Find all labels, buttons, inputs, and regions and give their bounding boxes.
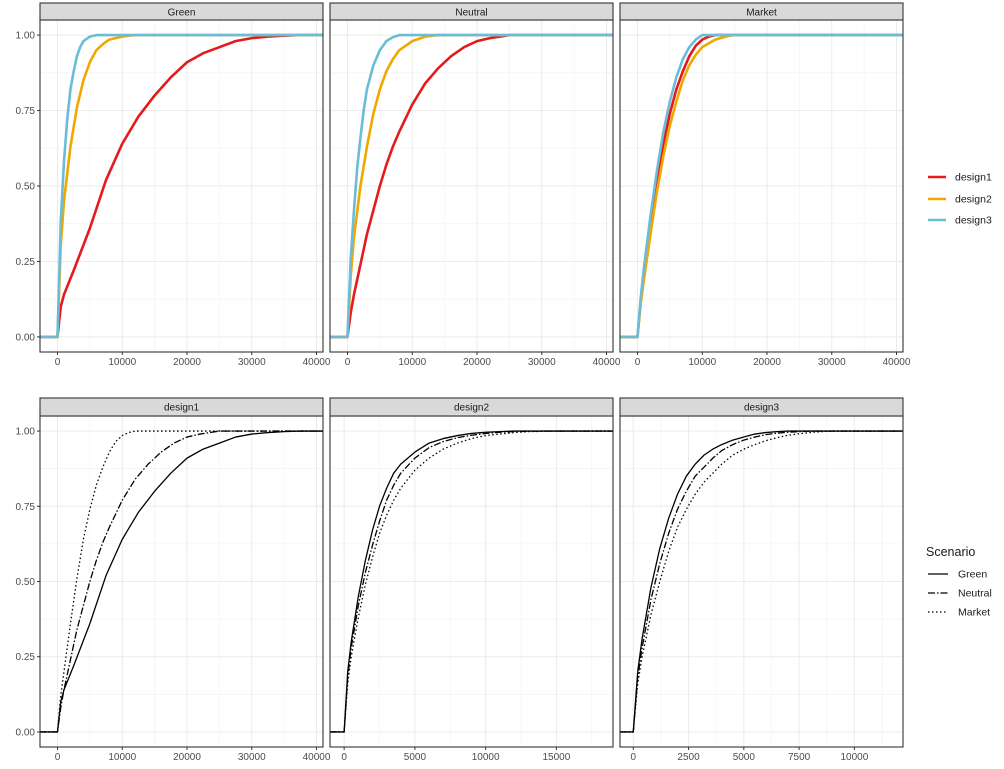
y-tick-label: 0.50	[16, 577, 36, 588]
x-tick-label: 20000	[753, 357, 781, 368]
series-line-neutral	[620, 430, 903, 733]
series-group	[330, 33, 613, 339]
facet-strip	[329, 2, 614, 21]
design-color-legend: design1 design2 design3	[928, 172, 992, 227]
facet-strip	[619, 2, 904, 21]
y-tick-label: 0.25	[16, 257, 36, 268]
scenario-linetype-legend: Scenario Green Neutral Market	[926, 545, 992, 619]
y-tick-label: 0.75	[16, 106, 36, 117]
x-tick-label: 20000	[463, 357, 491, 368]
x-tick-label: 20000	[173, 752, 201, 763]
y-tick-label: 1.00	[16, 31, 36, 42]
series-line-design3	[620, 33, 903, 339]
series-line-design3	[40, 33, 323, 339]
legend-item-design3: design3	[928, 215, 992, 227]
legend-label: Green	[958, 569, 987, 581]
x-tick-label: 20000	[173, 357, 201, 368]
x-tick-label: 30000	[238, 357, 266, 368]
top-facet-row: Green 0 10000 20000 30000 40000 0.00 0.25 0.50 0.…	[16, 2, 911, 368]
legend-label: design2	[955, 194, 992, 206]
facet-strip	[329, 397, 614, 417]
series-line-market	[620, 430, 903, 733]
legend-item-market: Market	[928, 607, 990, 619]
series-line-design3	[330, 33, 613, 339]
y-tick-label: 0.00	[16, 727, 36, 738]
legend-item-design2: design2	[928, 194, 992, 206]
facet-strip	[619, 397, 904, 417]
facet-panel-design2: design2 0 5000 10000 15000	[329, 397, 614, 763]
series-line-green	[40, 430, 323, 733]
x-tick-label: 0	[55, 357, 61, 368]
x-tick-label: 30000	[238, 752, 266, 763]
x-tick-label: 40000	[303, 752, 331, 763]
x-tick-label: 10000	[840, 752, 868, 763]
x-tick-label: 0	[630, 752, 636, 763]
series-group	[620, 430, 903, 733]
facet-strip-label: Market	[746, 8, 777, 19]
series-group	[620, 33, 903, 339]
x-tick-label: 30000	[818, 357, 846, 368]
facet-panel-green: Green 0 10000 20000 30000 40000 0.00 0.25 0.50 0.…	[16, 2, 331, 368]
legend-label: design3	[955, 215, 992, 227]
y-tick-label: 1.00	[16, 427, 36, 438]
y-tick-label: 0.00	[16, 332, 36, 343]
facet-strip-label: design2	[454, 403, 489, 414]
series-line-neutral	[330, 430, 613, 733]
x-tick-label: 5000	[733, 752, 756, 763]
x-tick-label: 0	[55, 752, 61, 763]
x-tick-label: 10000	[688, 357, 716, 368]
x-tick-label: 30000	[528, 357, 556, 368]
legend-label: Neutral	[958, 588, 992, 600]
facet-strip	[39, 2, 324, 21]
series-line-green	[620, 430, 903, 733]
facet-panel-market: Market 0 10000 20000 30000 40000	[619, 2, 911, 368]
x-tick-label: 10000	[108, 357, 136, 368]
x-tick-label: 7500	[788, 752, 811, 763]
x-tick-label: 5000	[404, 752, 427, 763]
facet-strip-label: Green	[168, 8, 196, 19]
legend-item-neutral: Neutral	[928, 588, 992, 600]
x-tick-label: 0	[345, 357, 351, 368]
series-line-green	[330, 430, 613, 733]
facet-strip-label: design1	[164, 403, 199, 414]
y-tick-label: 0.50	[16, 182, 36, 193]
series-group	[40, 430, 323, 733]
x-tick-label: 15000	[542, 752, 570, 763]
y-tick-label: 0.75	[16, 502, 36, 513]
legend-item-design1: design1	[928, 172, 992, 184]
legend-label: design1	[955, 172, 992, 184]
series-line-design1	[330, 33, 613, 339]
facet-panel-neutral: Neutral 0 10000 20000 30000 40000	[329, 2, 621, 368]
x-tick-label: 2500	[677, 752, 700, 763]
facet-panel-design3: design3 0 2500 5000 7500 10000	[619, 397, 904, 763]
series-group	[330, 430, 613, 733]
facet-strip-label: design3	[744, 403, 779, 414]
legend-item-green: Green	[928, 569, 987, 581]
series-line-neutral	[40, 430, 323, 733]
x-tick-label: 10000	[108, 752, 136, 763]
series-group	[40, 33, 323, 339]
x-tick-label: 10000	[398, 357, 426, 368]
legend-title: Scenario	[926, 545, 975, 559]
x-tick-label: 10000	[472, 752, 500, 763]
bottom-facet-row: design1 0 10000 20000 30000 40000 0.00 0.25 0.50…	[16, 397, 904, 763]
facet-strip	[39, 397, 324, 417]
facet-strip-label: Neutral	[455, 8, 487, 19]
x-tick-label: 40000	[303, 357, 331, 368]
facet-panel-design1: design1 0 10000 20000 30000 40000 0.00 0.25 0.50…	[16, 397, 331, 763]
y-tick-label: 0.25	[16, 652, 36, 663]
x-tick-label: 0	[341, 752, 347, 763]
x-tick-label: 40000	[883, 357, 911, 368]
x-tick-label: 40000	[593, 357, 621, 368]
x-tick-label: 0	[635, 357, 641, 368]
series-line-market	[330, 430, 613, 733]
legend-label: Market	[958, 607, 990, 619]
